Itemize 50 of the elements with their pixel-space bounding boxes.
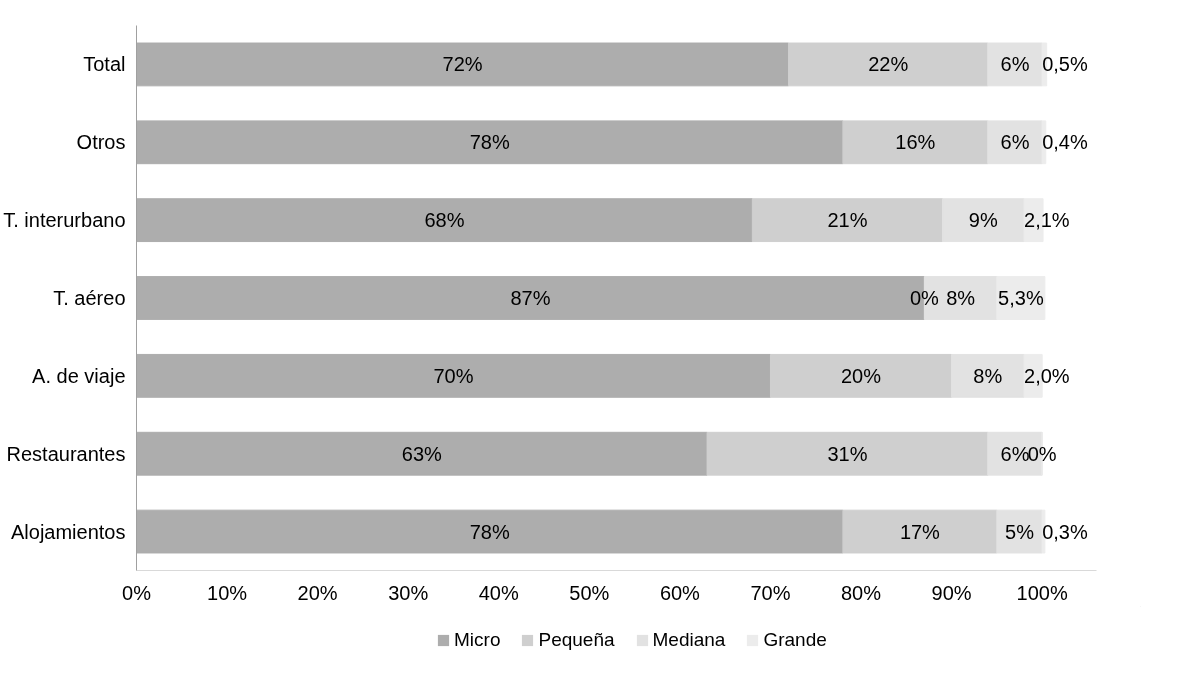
x-tick-label: 70% bbox=[750, 581, 791, 604]
data-label: 0,4% bbox=[1042, 131, 1088, 154]
data-label: 20% bbox=[841, 364, 882, 387]
x-tick-label: 50% bbox=[569, 581, 610, 604]
x-tick-label: 100% bbox=[1016, 581, 1068, 604]
x-tick-label: 20% bbox=[297, 581, 338, 604]
data-label: 78% bbox=[469, 131, 510, 154]
data-label: 5,3% bbox=[998, 287, 1044, 309]
data-label: 21% bbox=[827, 209, 868, 232]
x-tick-label: 30% bbox=[388, 581, 429, 604]
data-label: 31% bbox=[827, 442, 868, 465]
data-label: 78% bbox=[469, 520, 510, 543]
data-label: 72% bbox=[442, 53, 483, 76]
data-label: 2,0% bbox=[1024, 364, 1070, 387]
x-tick-label: 10% bbox=[207, 581, 248, 604]
data-label: 16% bbox=[895, 131, 936, 154]
data-label: 6% bbox=[1000, 442, 1030, 465]
data-label: 2,1% bbox=[1024, 209, 1070, 232]
y-tick-label: Restaurantes bbox=[6, 442, 126, 465]
data-label: 63% bbox=[401, 442, 443, 465]
data-label: 8% bbox=[973, 364, 1003, 387]
data-label: 0% bbox=[909, 287, 940, 309]
y-tick-label: T. interurbano bbox=[3, 209, 126, 232]
x-tick-label: 80% bbox=[841, 581, 882, 604]
data-label: 22% bbox=[868, 53, 909, 76]
data-label: 17% bbox=[899, 520, 941, 543]
legend-label: Pequeña bbox=[538, 629, 615, 651]
legend-label: Grande bbox=[763, 629, 827, 651]
y-tick-label: Otros bbox=[76, 131, 126, 154]
y-tick-label: A. de viaje bbox=[32, 364, 126, 387]
x-tick-label: 40% bbox=[478, 581, 519, 604]
data-label: 68% bbox=[424, 209, 465, 232]
data-label: 8% bbox=[946, 287, 976, 309]
data-label: 0,5% bbox=[1042, 53, 1088, 76]
data-label: 87% bbox=[510, 287, 551, 309]
x-tick-label: 90% bbox=[931, 581, 972, 604]
y-tick-label: Total bbox=[83, 53, 126, 76]
x-tick-label: 0% bbox=[122, 581, 152, 604]
data-label: 0% bbox=[1027, 442, 1057, 465]
data-label: 6% bbox=[1000, 53, 1030, 76]
data-label: 9% bbox=[968, 209, 998, 232]
legend-label: Mediana bbox=[652, 629, 726, 651]
data-label: 6% bbox=[1000, 131, 1030, 154]
y-tick-label: Alojamientos bbox=[11, 520, 126, 543]
y-tick-label: T. aéreo bbox=[53, 287, 126, 309]
data-label: 5% bbox=[1005, 520, 1035, 543]
x-tick-label: 60% bbox=[659, 581, 701, 604]
legend-label: Micro bbox=[454, 629, 501, 651]
data-label: 0,3% bbox=[1042, 520, 1088, 543]
data-label: 70% bbox=[433, 364, 474, 387]
